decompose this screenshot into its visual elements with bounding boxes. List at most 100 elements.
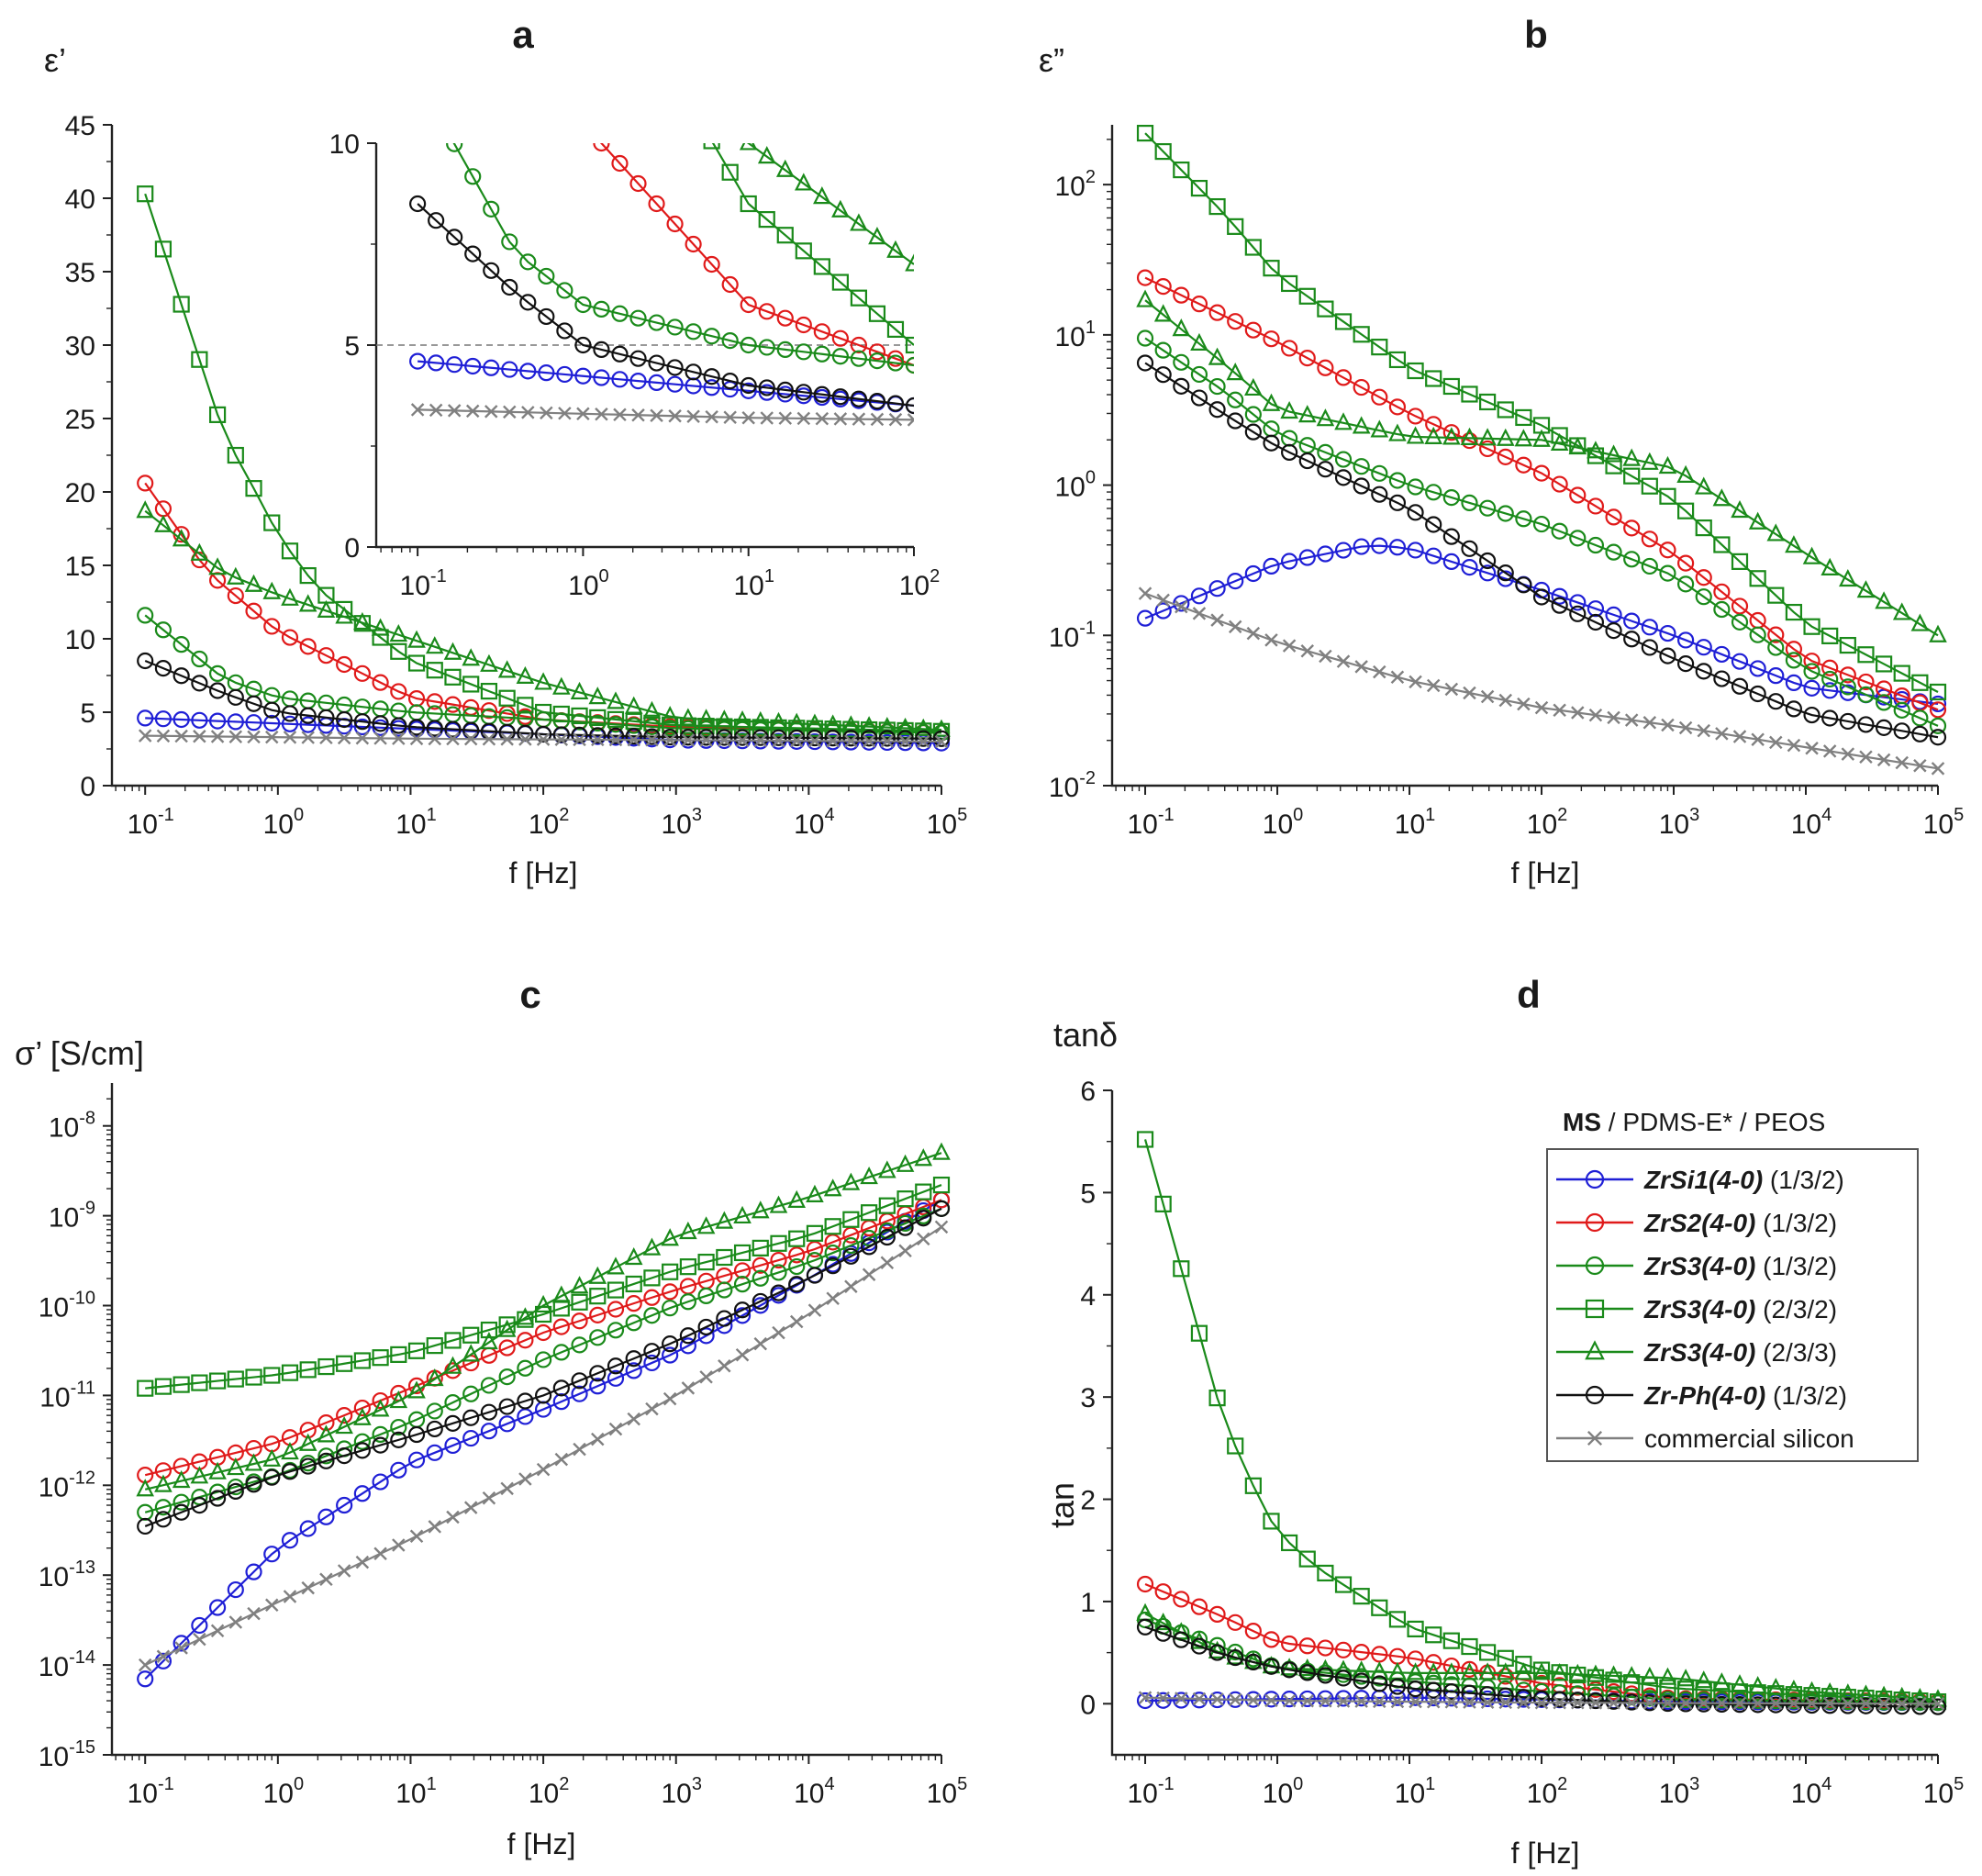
series-s5 xyxy=(1136,289,1947,642)
legend-series-name: ZrSi1(4-0) xyxy=(1643,1166,1763,1194)
data-point-s4 xyxy=(905,336,914,354)
data-point-s2 xyxy=(593,143,610,152)
data-point-s7 xyxy=(1246,1693,1261,1707)
data-point-s6 xyxy=(770,729,787,746)
data-point-s5 xyxy=(914,1148,933,1167)
data-point-s6 xyxy=(1641,639,1658,656)
legend-label: ZrS3(4-0) (2/3/3) xyxy=(1643,1338,1837,1367)
data-point-s6 xyxy=(824,1257,841,1275)
data-point-s6 xyxy=(1442,528,1460,545)
data-point-s7 xyxy=(283,1590,297,1603)
data-point-s2 xyxy=(426,693,443,710)
data-point-s1 xyxy=(263,714,281,732)
data-point-s1 xyxy=(154,710,173,728)
data-point-s4 xyxy=(462,676,480,693)
data-point-s3 xyxy=(444,1394,462,1412)
data-point-s6 xyxy=(611,345,629,363)
data-point-s6 xyxy=(905,396,914,415)
data-point-s1 xyxy=(1334,542,1353,559)
data-point-s2 xyxy=(868,343,886,361)
data-point-s3 xyxy=(154,621,173,639)
x-tick-label: 103 xyxy=(661,1774,702,1809)
data-point-s5 xyxy=(588,687,607,705)
data-point-s2 xyxy=(1839,666,1856,684)
data-point-s3 xyxy=(740,336,757,354)
data-point-s4 xyxy=(1515,1656,1532,1673)
data-point-s6 xyxy=(1173,1631,1190,1648)
data-point-s4 xyxy=(208,1372,227,1390)
data-point-s7 xyxy=(1390,1694,1405,1709)
data-point-s7 xyxy=(898,734,912,749)
x-tick-label: 102 xyxy=(1527,1774,1568,1809)
data-point-s5 xyxy=(860,1166,878,1185)
data-point-s5 xyxy=(1334,1659,1353,1678)
data-point-s5 xyxy=(407,630,426,648)
data-point-s4 xyxy=(1515,408,1532,427)
x-tick-label: 100 xyxy=(1263,1774,1304,1809)
data-point-s7 xyxy=(1895,755,1909,770)
data-point-s7 xyxy=(1822,1696,1837,1711)
legend-series-name: ZrS3(4-0) xyxy=(1643,1295,1755,1323)
data-point-s2 xyxy=(539,47,553,61)
data-point-s7 xyxy=(934,734,949,749)
data-point-s7 xyxy=(1282,1693,1297,1708)
data-point-s4 xyxy=(607,1281,625,1299)
data-point-s4 xyxy=(1173,1260,1190,1278)
data-point-s2 xyxy=(444,696,462,713)
data-point-s4 xyxy=(1641,477,1658,495)
data-point-s5 xyxy=(751,710,770,730)
data-point-s7 xyxy=(898,1244,912,1258)
data-point-s6 xyxy=(1821,709,1839,727)
legend-header-bold: MS xyxy=(1563,1108,1601,1136)
data-point-s3 xyxy=(824,1244,841,1262)
data-point-s6 xyxy=(1136,354,1154,372)
data-point-s6 xyxy=(1893,722,1910,740)
data-point-s2 xyxy=(1461,1660,1478,1678)
data-point-s3 xyxy=(1569,1685,1587,1703)
data-point-s5 xyxy=(715,1211,734,1229)
data-point-s2 xyxy=(1281,340,1298,357)
data-point-s7 xyxy=(518,1472,532,1486)
data-point-s2 xyxy=(1173,1591,1190,1608)
data-point-s3 xyxy=(1353,458,1370,475)
data-point-s6 xyxy=(336,710,353,729)
data-point-s6 xyxy=(1713,670,1731,687)
data-point-s4 xyxy=(740,195,757,213)
data-point-s7 xyxy=(789,1314,804,1329)
data-point-s3 xyxy=(752,1269,769,1287)
data-point-s3 xyxy=(446,143,463,152)
data-point-s6 xyxy=(1515,1689,1532,1706)
data-point-s4 xyxy=(227,446,244,464)
data-point-s6 xyxy=(795,384,812,401)
data-point-s5 xyxy=(932,719,951,737)
data-point-s5 xyxy=(878,1160,896,1178)
data-point-s1 xyxy=(208,712,227,730)
data-point-s6 xyxy=(1407,504,1424,521)
data-point-s2 xyxy=(721,275,739,294)
data-point-s6 xyxy=(896,730,914,747)
data-point-s6 xyxy=(1407,1681,1424,1698)
data-point-s3 xyxy=(462,1385,480,1402)
data-point-s4 xyxy=(886,320,905,338)
y-tick-label: 1 xyxy=(1080,1588,1096,1618)
data-point-s4 xyxy=(1334,1576,1353,1593)
x-tick-label: 104 xyxy=(794,805,835,840)
data-point-s7 xyxy=(1138,1691,1152,1704)
data-point-s7 xyxy=(789,733,804,748)
data-point-s5 xyxy=(813,186,831,205)
data-point-s5 xyxy=(1532,429,1551,447)
data-point-s2 xyxy=(648,195,665,213)
data-point-s4 xyxy=(643,1269,661,1287)
data-point-s2 xyxy=(1353,1644,1370,1661)
data-point-s4 xyxy=(426,1337,443,1355)
data-point-s3 xyxy=(886,354,905,372)
data-point-s4 xyxy=(1371,1599,1388,1616)
data-point-s2 xyxy=(245,602,262,620)
data-point-s2 xyxy=(1677,554,1695,572)
data-point-s2 xyxy=(1641,530,1658,548)
data-point-s1 xyxy=(1929,695,1947,713)
x-tick-label: 10-1 xyxy=(128,805,174,840)
data-point-s1 xyxy=(625,1362,642,1379)
data-point-s5 xyxy=(190,542,209,561)
